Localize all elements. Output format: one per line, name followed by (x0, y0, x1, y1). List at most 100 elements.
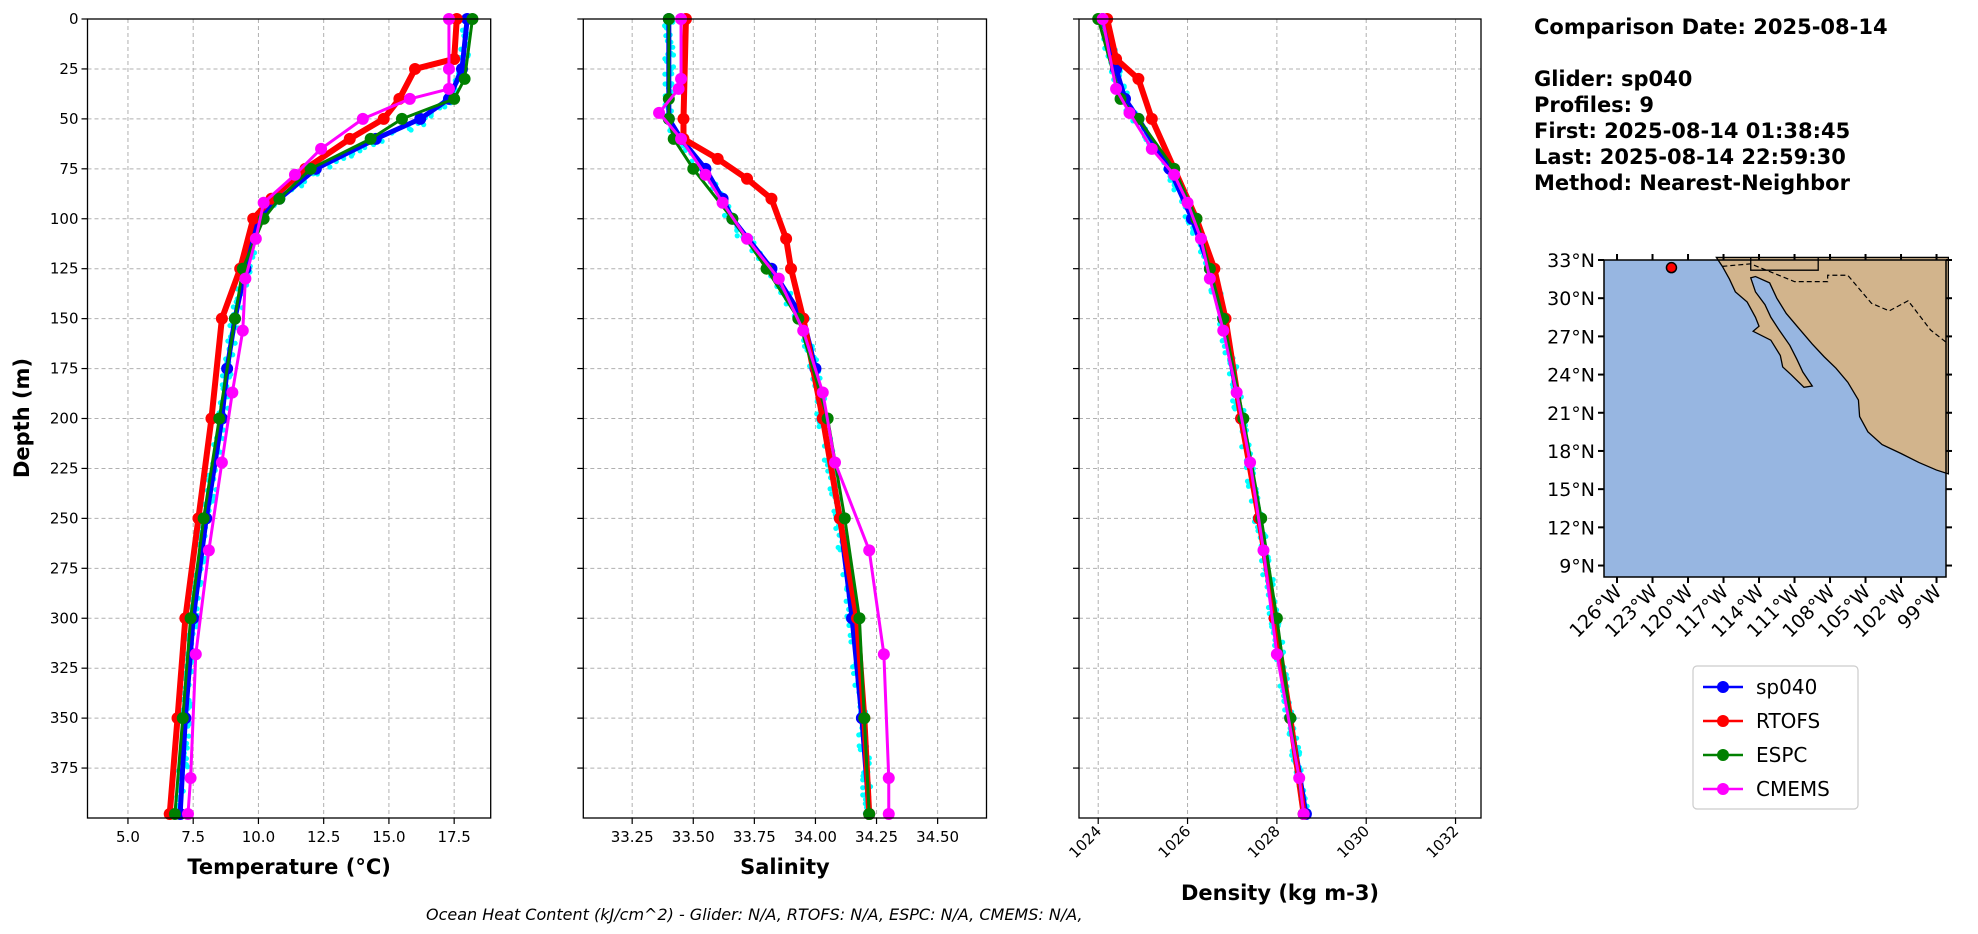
lat-tick-label: 27°N (1547, 326, 1595, 348)
y-tick-label: 200 (50, 410, 79, 428)
y-tick-label: 50 (59, 110, 78, 128)
x-tick-label: 12.5 (307, 828, 340, 846)
series-line-sp040 (1100, 18, 1309, 815)
series-point-CMEMS (816, 386, 829, 399)
series-point-ESPC (448, 92, 461, 105)
series-point-ESPC (184, 612, 197, 625)
legend-marker-RTOFS (1717, 715, 1729, 727)
legend-label: CMEMS (1756, 777, 1830, 801)
series-point-CMEMS (828, 456, 841, 469)
x-tick-label: 33.50 (672, 828, 715, 846)
us-mexico-border (1722, 263, 1949, 345)
axes-frame (86, 18, 492, 819)
panel-1 (577, 13, 988, 824)
series-line-ESPC (667, 19, 871, 815)
series-point-RTOFS (409, 62, 422, 75)
x-tick-label: 5.0 (116, 828, 140, 846)
series-point-CMEMS (1270, 648, 1283, 661)
series-point-CMEMS (699, 168, 712, 181)
series-point-CMEMS (257, 196, 270, 209)
state-border (1750, 257, 1819, 271)
series-point-ESPC (364, 132, 377, 145)
map-frame (1603, 259, 1947, 578)
series-point-CMEMS (288, 168, 301, 181)
series-point-RTOFS (215, 312, 228, 325)
lat-tick-label: 24°N (1547, 365, 1595, 387)
series-point-CMEMS (189, 648, 202, 661)
y-tick-label: 275 (50, 559, 79, 577)
x-tick-label: 33.75 (733, 828, 776, 846)
series-point-CMEMS (442, 82, 455, 95)
series-point-CMEMS (882, 808, 895, 821)
lat-tick-label: 12°N (1547, 517, 1595, 539)
x-tick-label: 34.00 (794, 828, 837, 846)
glider-raw-point (721, 212, 728, 219)
series-point-RTOFS (711, 152, 724, 165)
series-point-CMEMS (202, 544, 215, 557)
series-point-CMEMS (741, 232, 754, 245)
lat-tick-label: 30°N (1547, 288, 1595, 310)
x-axis-label: Temperature (°C) (187, 855, 390, 879)
series-point-CMEMS (1230, 386, 1243, 399)
x-tick-label: 1024 (1065, 822, 1105, 862)
series-point-CMEMS (1194, 232, 1207, 245)
glider-raw-point (662, 23, 668, 29)
profile-count: Profiles: 9 (1534, 93, 1655, 117)
x-tick-label: 17.5 (437, 828, 470, 846)
series-point-CMEMS (236, 324, 249, 337)
y-tick-label: 250 (50, 509, 79, 527)
y-tick-label: 25 (59, 60, 78, 78)
land-mexico (1715, 256, 1950, 475)
series-point-ESPC (176, 712, 189, 725)
y-axis-label: Depth (m) (10, 358, 34, 478)
y-tick-label: 375 (50, 759, 79, 777)
legend-label: ESPC (1756, 743, 1807, 767)
series-point-CMEMS (403, 92, 416, 105)
x-tick-label: 1032 (1423, 822, 1463, 862)
series-point-ESPC (304, 162, 317, 175)
ohc-footer: Ocean Heat Content (kJ/cm^2) - Glider: N… (426, 905, 1083, 924)
glider-raw-point (670, 52, 677, 58)
glider-raw-point (833, 525, 839, 532)
series-point-ESPC (853, 612, 866, 625)
legend-marker-sp040 (1717, 681, 1729, 693)
series-point-CMEMS (1293, 772, 1306, 785)
x-tick-label: 7.5 (181, 828, 205, 846)
glider-name: Glider: sp040 (1534, 67, 1693, 91)
glider-raw-point (1260, 572, 1266, 578)
series-point-RTOFS (785, 262, 798, 275)
series-line-CMEMS (657, 19, 891, 815)
glider-location-marker (1665, 261, 1678, 274)
series-point-CMEMS (215, 456, 228, 469)
x-tick-label: 34.50 (916, 828, 959, 846)
series-point-CMEMS (442, 62, 455, 75)
series-point-CMEMS (356, 112, 369, 125)
y-tick-label: 300 (50, 609, 79, 627)
series-point-CMEMS (877, 648, 890, 661)
glider-raw-point (1171, 187, 1177, 193)
axes-frame (1078, 18, 1482, 819)
x-tick-label: 33.25 (611, 828, 654, 846)
series-point-RTOFS (343, 132, 356, 145)
lat-tick-label: 33°N (1547, 250, 1595, 272)
series-point-RTOFS (1145, 112, 1158, 125)
lat-tick-label: 15°N (1547, 479, 1595, 501)
legend-marker-ESPC (1717, 749, 1729, 761)
comparison-info: Comparison Date: 2025-08-14 Glider: sp04… (1534, 14, 1888, 196)
x-axis-label: Density (kg m-3) (1181, 881, 1379, 905)
series-point-CMEMS (226, 386, 239, 399)
x-tick-label: 1028 (1244, 822, 1284, 862)
series-point-CMEMS (1217, 324, 1230, 337)
glider-raw-point (827, 486, 833, 492)
last-time: Last: 2025-08-14 22:59:30 (1534, 145, 1846, 169)
series-point-CMEMS (797, 324, 810, 337)
series-point-CMEMS (672, 82, 685, 95)
series-point-ESPC (687, 162, 700, 175)
series-point-CMEMS (1168, 168, 1181, 181)
lat-tick-label: 9°N (1559, 556, 1595, 578)
x-tick-label: 1026 (1155, 822, 1195, 862)
y-tick-label: 100 (50, 210, 79, 228)
panel-0 (81, 13, 492, 824)
series-point-ESPC (458, 72, 471, 85)
series-point-RTOFS (1110, 52, 1123, 65)
